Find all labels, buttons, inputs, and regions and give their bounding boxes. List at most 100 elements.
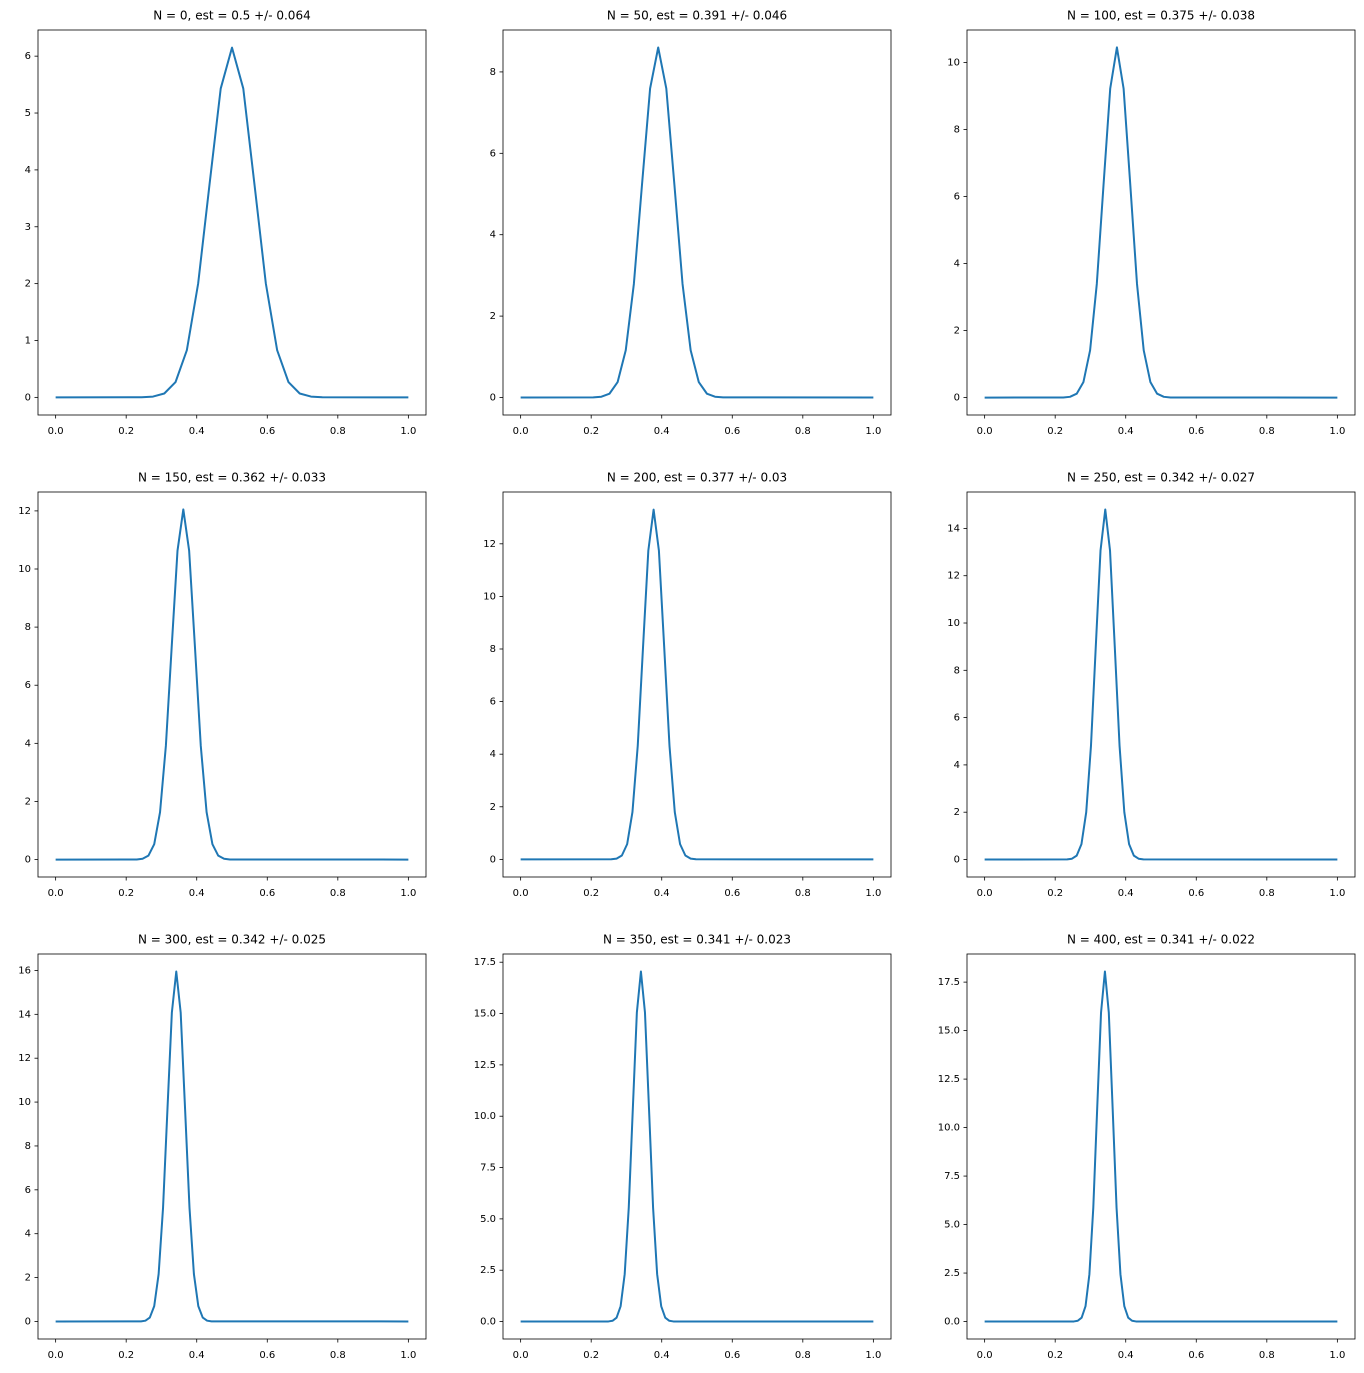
y-tick-label: 6 [490, 697, 496, 708]
y-tick-label: 4 [25, 1229, 31, 1240]
x-tick-label: 0.6 [724, 888, 740, 899]
x-tick-label: 0.0 [513, 426, 529, 437]
y-tick-label: 4 [954, 259, 960, 270]
y-tick-label: 2 [25, 279, 31, 290]
axes-frame [966, 953, 1356, 1340]
y-tick-label: 4 [25, 738, 31, 749]
y-tick-label: 7.5 [480, 1163, 496, 1174]
x-tick-label: 0.4 [654, 1350, 670, 1361]
y-tick-label: 10.0 [474, 1111, 496, 1122]
x-tick-label: 0.4 [654, 888, 670, 899]
y-tick-label: 0.0 [480, 1317, 496, 1328]
y-tick-label: 10 [483, 591, 496, 602]
chart-title: N = 0, est = 0.5 +/- 0.064 [153, 9, 310, 23]
chart-title: N = 150, est = 0.362 +/- 0.033 [138, 471, 326, 485]
y-tick-label: 6 [954, 192, 960, 203]
y-tick-label: 4 [25, 165, 31, 176]
y-tick-label: 4 [954, 760, 960, 771]
y-tick-label: 10.0 [938, 1123, 960, 1134]
y-tick-label: 4 [490, 749, 496, 760]
x-tick-label: 0.8 [1259, 888, 1275, 899]
axes-frame [502, 491, 892, 878]
y-tick-label: 4 [490, 230, 496, 241]
y-tick-label: 10 [947, 58, 960, 69]
axes-frame [966, 29, 1356, 416]
x-tick-label: 0.4 [1118, 888, 1134, 899]
y-tick-label: 8 [954, 665, 960, 676]
y-tick-label: 6 [25, 680, 31, 691]
chart-title: N = 400, est = 0.341 +/- 0.022 [1067, 933, 1255, 947]
chart-title: N = 350, est = 0.341 +/- 0.023 [603, 933, 791, 947]
x-tick-label: 0.0 [977, 426, 993, 437]
x-tick-label: 0.2 [118, 888, 134, 899]
x-tick-label: 0.6 [259, 426, 275, 437]
x-tick-label: 0.2 [583, 888, 599, 899]
x-tick-label: 0.2 [118, 426, 134, 437]
x-tick-label: 0.6 [1188, 888, 1204, 899]
y-tick-label: 8 [954, 125, 960, 136]
x-tick-label: 0.6 [724, 1350, 740, 1361]
x-tick-label: 1.0 [400, 1350, 416, 1361]
x-tick-label: 0.8 [1259, 426, 1275, 437]
chart-title: N = 300, est = 0.342 +/- 0.025 [138, 933, 326, 947]
y-tick-label: 8 [490, 644, 496, 655]
y-tick-label: 10 [947, 618, 960, 629]
y-tick-label: 7.5 [944, 1171, 960, 1182]
curve [984, 508, 1338, 861]
x-tick-label: 1.0 [1329, 1350, 1345, 1361]
y-tick-label: 12 [18, 1053, 31, 1064]
y-tick-label: 12 [483, 539, 496, 550]
y-tick-label: 0 [490, 854, 496, 865]
x-tick-label: 1.0 [865, 426, 881, 437]
y-tick-label: 6 [490, 148, 496, 159]
curve [55, 970, 409, 1323]
y-tick-label: 5 [25, 108, 31, 119]
y-tick-label: 12 [947, 571, 960, 582]
y-tick-label: 0 [25, 855, 31, 866]
y-tick-label: 1 [25, 336, 31, 347]
y-tick-label: 10 [18, 1097, 31, 1108]
x-tick-label: 0.2 [118, 1350, 134, 1361]
y-tick-label: 15.0 [474, 1009, 496, 1020]
y-tick-label: 6 [954, 713, 960, 724]
y-tick-label: 2.5 [944, 1268, 960, 1279]
x-tick-label: 0.0 [977, 888, 993, 899]
y-tick-label: 2 [25, 1273, 31, 1284]
y-tick-label: 17.5 [938, 977, 960, 988]
curve [984, 970, 1338, 1323]
y-tick-label: 3 [25, 222, 31, 233]
chart-title: N = 250, est = 0.342 +/- 0.027 [1067, 471, 1255, 485]
x-tick-label: 0.8 [795, 888, 811, 899]
x-tick-label: 0.6 [1188, 1350, 1204, 1361]
x-tick-label: 1.0 [400, 426, 416, 437]
axes-frame [966, 491, 1356, 878]
y-tick-label: 0 [954, 855, 960, 866]
curve [55, 46, 409, 399]
y-tick-label: 2.5 [480, 1265, 496, 1276]
y-tick-label: 2 [490, 311, 496, 322]
curve [984, 46, 1338, 399]
x-tick-label: 0.8 [1259, 1350, 1275, 1361]
curve [520, 46, 874, 399]
x-tick-label: 1.0 [865, 1350, 881, 1361]
curve [520, 508, 874, 861]
x-tick-label: 0.8 [330, 888, 346, 899]
y-tick-label: 12.5 [474, 1060, 496, 1071]
x-tick-label: 0.2 [583, 426, 599, 437]
y-tick-label: 2 [25, 796, 31, 807]
y-tick-label: 14 [947, 523, 960, 534]
y-tick-label: 0.0 [944, 1317, 960, 1328]
y-tick-label: 0 [25, 1316, 31, 1327]
x-tick-label: 0.0 [513, 1350, 529, 1361]
axes-frame [502, 29, 892, 416]
x-tick-label: 0.6 [259, 1350, 275, 1361]
y-tick-label: 6 [25, 1185, 31, 1196]
chart-title: N = 200, est = 0.377 +/- 0.03 [607, 471, 787, 485]
y-tick-label: 0 [490, 393, 496, 404]
chart-title: N = 50, est = 0.391 +/- 0.046 [607, 9, 787, 23]
x-tick-label: 1.0 [1329, 888, 1345, 899]
x-tick-label: 0.8 [795, 426, 811, 437]
axes-frame [37, 491, 427, 878]
